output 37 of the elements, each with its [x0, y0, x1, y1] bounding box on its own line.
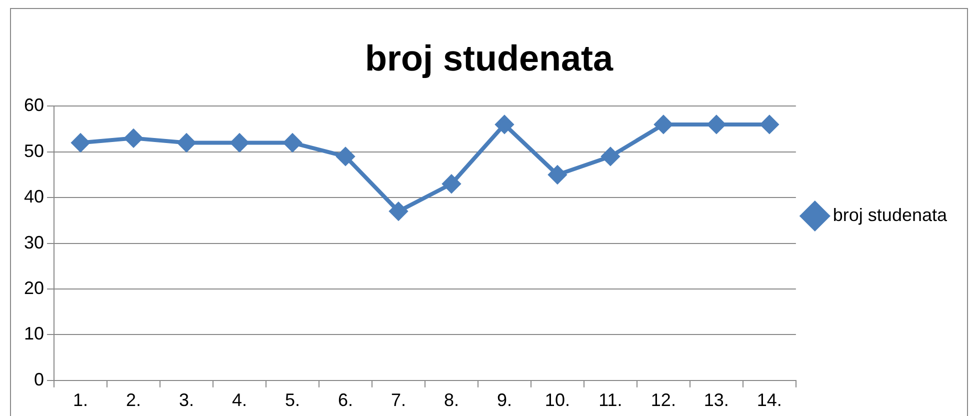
- x-tick-label: 7.: [390, 390, 406, 410]
- x-tick-label: 1.: [73, 390, 88, 410]
- point: [389, 202, 408, 220]
- point: [178, 134, 196, 152]
- point: [230, 134, 248, 152]
- x-tick-label: 9.: [496, 390, 512, 410]
- y-tick-label: 60: [24, 95, 44, 116]
- x-tick-label: 14.: [756, 390, 782, 410]
- x-tick-label: 5.: [284, 390, 300, 410]
- point: [601, 147, 620, 166]
- point: [124, 129, 143, 148]
- y-tick-label: 20: [24, 278, 44, 298]
- point: [442, 174, 460, 193]
- x-tick-label: 8.: [444, 390, 459, 410]
- y-tick-label: 0: [34, 369, 44, 390]
- x-tick-label: 10.: [544, 390, 570, 410]
- x-tick-label: 11.: [598, 390, 622, 410]
- y-tick-label: 30: [24, 232, 44, 252]
- y-tick-label: 50: [24, 140, 44, 161]
- y-tick-label: 10: [24, 324, 44, 344]
- point: [548, 166, 566, 184]
- x-tick-label: 4.: [232, 390, 248, 410]
- point: [707, 115, 726, 134]
- point: [495, 115, 514, 134]
- legend-label: broj studenata: [832, 204, 948, 225]
- x-tick-label: 13.: [704, 390, 729, 410]
- x-tick-label: 6.: [338, 390, 353, 410]
- x-tick-label: 12.: [650, 390, 676, 410]
- point: [760, 115, 778, 134]
- chart-title: broj studenata: [364, 38, 614, 79]
- x-tick-label: 2.: [126, 390, 142, 410]
- point: [72, 134, 90, 152]
- point: [654, 115, 672, 134]
- point: [283, 134, 302, 152]
- y-tick-label: 40: [24, 186, 44, 207]
- point: [336, 147, 354, 166]
- x-tick-label: 3.: [178, 390, 194, 410]
